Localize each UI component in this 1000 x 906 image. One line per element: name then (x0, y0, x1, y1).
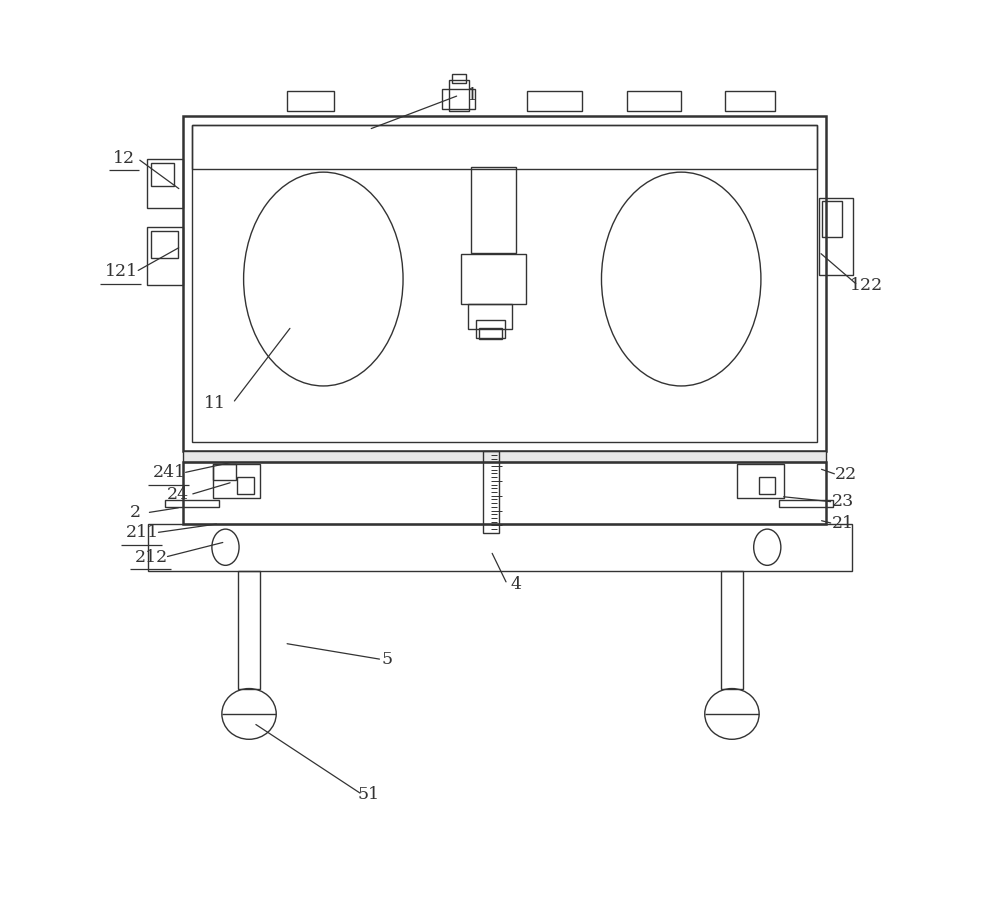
Bar (476, 320, 505, 338)
Bar (183, 451, 826, 462)
Bar (479, 328, 502, 339)
Bar (759, 477, 775, 494)
Bar (527, 91, 582, 111)
Bar (452, 74, 466, 83)
Text: 11: 11 (204, 395, 226, 411)
Bar (238, 571, 260, 689)
Text: 2: 2 (130, 505, 141, 521)
Text: 211: 211 (126, 525, 159, 541)
Bar (449, 80, 469, 111)
Bar (471, 167, 516, 253)
Bar (148, 524, 852, 571)
Text: 4: 4 (511, 576, 522, 593)
Bar (779, 500, 833, 507)
Bar (725, 91, 775, 111)
Bar (192, 125, 817, 169)
Bar (819, 198, 853, 275)
Bar (151, 163, 174, 186)
Text: 5: 5 (381, 651, 392, 668)
Bar (213, 464, 236, 480)
Bar (442, 89, 475, 109)
Bar (183, 116, 826, 451)
Text: 1: 1 (467, 87, 478, 103)
Bar (151, 231, 178, 258)
Text: 21: 21 (831, 516, 854, 532)
Text: 212: 212 (135, 549, 168, 565)
Text: 241: 241 (153, 465, 186, 481)
Bar (483, 451, 499, 533)
Bar (192, 125, 817, 442)
Bar (721, 571, 743, 689)
Bar (461, 254, 526, 304)
Bar (627, 91, 681, 111)
Text: 121: 121 (105, 264, 138, 280)
Text: 22: 22 (835, 467, 857, 483)
Bar (468, 304, 512, 329)
Text: 12: 12 (113, 150, 135, 167)
Bar (237, 477, 254, 494)
Text: 51: 51 (358, 786, 380, 803)
Text: 24: 24 (167, 487, 189, 503)
Bar (213, 464, 260, 498)
Text: 122: 122 (850, 277, 884, 294)
Bar (147, 226, 183, 285)
Bar (737, 464, 784, 498)
Text: 23: 23 (831, 494, 854, 510)
Bar (147, 159, 183, 208)
Bar (183, 462, 826, 524)
Bar (165, 500, 219, 507)
Bar (822, 201, 842, 237)
Bar (287, 91, 334, 111)
